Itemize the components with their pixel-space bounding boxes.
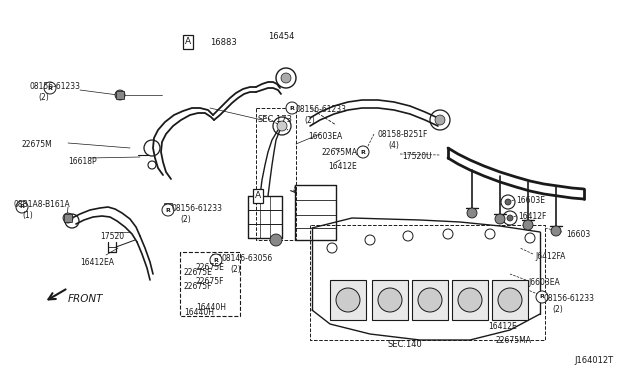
Bar [452, 280, 488, 320]
Text: 16603EA: 16603EA [308, 132, 342, 141]
Text: (2): (2) [180, 215, 191, 224]
Text: 16412E: 16412E [328, 162, 356, 171]
Circle shape [277, 121, 287, 131]
Text: 08158-B251F: 08158-B251F [378, 130, 428, 139]
Text: 16412EA: 16412EA [80, 258, 114, 267]
Text: 22675F: 22675F [196, 277, 225, 286]
Text: SEC.140: SEC.140 [388, 340, 423, 349]
Circle shape [162, 204, 174, 216]
Text: 08146-63056: 08146-63056 [222, 254, 273, 263]
Text: 16454: 16454 [268, 32, 294, 41]
Text: 22675E: 22675E [184, 268, 213, 277]
Text: 16603E: 16603E [516, 196, 545, 205]
Text: R: R [360, 150, 365, 154]
Text: J6603EA: J6603EA [528, 278, 560, 287]
Text: 22675F: 22675F [184, 282, 212, 291]
Text: 16412E: 16412E [488, 322, 516, 331]
Text: 16883: 16883 [210, 38, 237, 47]
Circle shape [336, 288, 360, 312]
Circle shape [378, 288, 402, 312]
Circle shape [507, 215, 513, 221]
Text: A: A [255, 192, 261, 201]
Circle shape [286, 102, 298, 114]
Text: 16412F: 16412F [518, 212, 547, 221]
Text: 22675E: 22675E [196, 263, 225, 272]
Bar [64, 214, 72, 222]
Circle shape [16, 201, 28, 213]
Bar [372, 280, 408, 320]
Text: J6412FA: J6412FA [535, 252, 565, 261]
Circle shape [210, 254, 222, 266]
Circle shape [458, 288, 482, 312]
Text: 16440H: 16440H [184, 308, 214, 317]
Text: 08156-61233: 08156-61233 [30, 82, 81, 91]
Text: 17520U: 17520U [402, 152, 431, 161]
Circle shape [270, 234, 282, 246]
Text: (1): (1) [22, 211, 33, 220]
Bar [330, 280, 366, 320]
Circle shape [523, 220, 533, 230]
Circle shape [435, 115, 445, 125]
Text: R: R [47, 86, 52, 90]
Text: R: R [214, 257, 218, 263]
Text: 22675MA: 22675MA [496, 336, 532, 345]
Circle shape [357, 146, 369, 158]
Circle shape [281, 73, 291, 83]
Text: R: R [289, 106, 294, 110]
Bar [164, 203, 172, 211]
Text: 08156-61233: 08156-61233 [296, 105, 347, 114]
Circle shape [536, 291, 548, 303]
Text: 16440H: 16440H [196, 303, 226, 312]
Bar [412, 280, 448, 320]
Circle shape [467, 208, 477, 218]
Text: R: R [20, 205, 24, 209]
Text: 08B1A8-B161A: 08B1A8-B161A [14, 200, 71, 209]
Bar [212, 254, 220, 262]
Circle shape [63, 213, 73, 223]
Text: 22675MA: 22675MA [322, 148, 358, 157]
Text: R: R [166, 208, 170, 212]
Circle shape [44, 82, 56, 94]
Text: A: A [185, 38, 191, 46]
Text: 08156-61233: 08156-61233 [544, 294, 595, 303]
Circle shape [505, 199, 511, 205]
Text: (2): (2) [552, 305, 563, 314]
Text: (2): (2) [38, 93, 49, 102]
Circle shape [418, 288, 442, 312]
Text: 17520: 17520 [100, 232, 124, 241]
Text: 22675M: 22675M [22, 140, 52, 149]
Text: FRONT: FRONT [68, 294, 104, 304]
Bar [116, 91, 124, 99]
Text: (2): (2) [304, 116, 315, 125]
Text: 08156-61233: 08156-61233 [172, 204, 223, 213]
Circle shape [115, 90, 125, 100]
Text: (4): (4) [388, 141, 399, 150]
Text: 16618P: 16618P [68, 157, 97, 166]
Text: 16603: 16603 [566, 230, 590, 239]
Text: R: R [540, 295, 545, 299]
Bar [492, 280, 528, 320]
Text: (2): (2) [230, 265, 241, 274]
Text: J164012T: J164012T [574, 356, 613, 365]
Circle shape [498, 288, 522, 312]
Circle shape [551, 226, 561, 236]
Text: SEC.173: SEC.173 [258, 115, 293, 124]
Circle shape [495, 214, 505, 224]
